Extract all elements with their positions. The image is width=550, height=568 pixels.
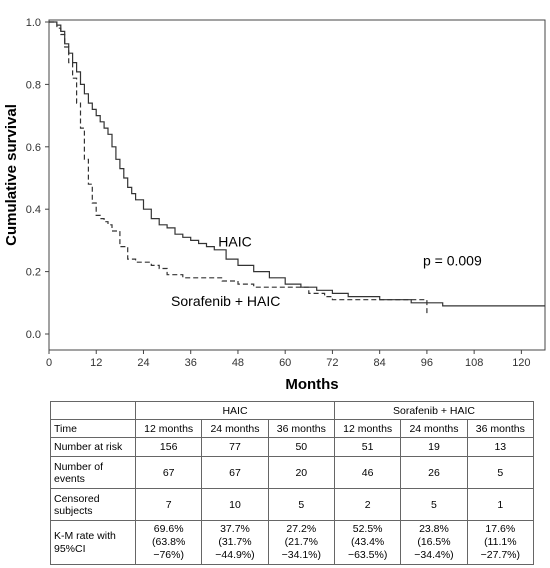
x-tick-label: 84 <box>374 357 386 369</box>
table-cell: 52.5% (43.4% −63.5%) <box>333 520 402 565</box>
x-tick-label: 72 <box>326 357 338 369</box>
x-tick-label: 0 <box>46 357 52 369</box>
x-axis-title: Months <box>285 376 338 393</box>
table-row-label: Time <box>50 419 136 438</box>
table-cell: 2 <box>333 488 402 521</box>
table-cell: 67 <box>201 456 269 489</box>
x-tick-label: 96 <box>421 357 433 369</box>
table-cell: 26 <box>400 456 468 489</box>
table-cell: 46 <box>333 456 402 489</box>
x-tick-label: 24 <box>137 357 149 369</box>
table-cell: 1 <box>466 488 535 521</box>
y-tick-label: 0.4 <box>26 204 41 216</box>
table-cell: 17.6% (11.1% −27.7%) <box>466 520 535 565</box>
km-survival-chart: 0 12 24 36 48 60 72 84 96 108 120 0.0 0.2 0.4 0.6 0.8 1.… <box>3 17 546 393</box>
table-row-km-rate: K-M rate with 95%CI 69.6% (63.8% −76%) 3… <box>50 520 535 565</box>
table-row-label: Number of events <box>50 456 136 489</box>
x-tick-label: 12 <box>90 357 102 369</box>
table-group-header-row: HAIC Sorafenib + HAIC <box>50 401 535 420</box>
table-cell: 20 <box>267 456 335 489</box>
table-cell: 51 <box>333 437 402 457</box>
table-cell: 27.2% (21.7% −34.1%) <box>267 520 335 565</box>
table-time-row: Time 12 months 24 months 36 months 12 mo… <box>50 419 535 438</box>
table-time-cell: 24 months <box>400 419 468 438</box>
x-tick-label: 60 <box>279 357 291 369</box>
table-row-censored-subjects: Censored subjects 7 10 5 2 5 1 <box>50 488 535 521</box>
table-time-cell: 12 months <box>333 419 402 438</box>
table-row-label: K-M rate with 95%CI <box>50 520 136 565</box>
survival-table: HAIC Sorafenib + HAIC Time 12 months 24 … <box>50 401 535 565</box>
table-cell: 37.7% (31.7% −44.9%) <box>201 520 269 565</box>
table-time-cell: 36 months <box>267 419 335 438</box>
table-cell: 156 <box>134 437 203 457</box>
chart-annotation: p = 0.009 <box>423 252 482 268</box>
table-time-cell: 24 months <box>201 419 269 438</box>
table-row-label: Number at risk <box>50 437 136 457</box>
table-cell: 7 <box>134 488 203 521</box>
chart-axes: 0 12 24 36 48 60 72 84 96 108 120 0.0 0.2 0.4 0.6 0.8 1.… <box>3 17 546 393</box>
table-corner-cell <box>50 401 136 420</box>
series-line-sorafenib-haic <box>49 21 428 316</box>
table-row-number-at-risk: Number at risk 156 77 50 51 19 13 <box>50 437 535 457</box>
chart-annotations: HAIC p = 0.009 Sorafenib + HAIC <box>171 234 482 309</box>
table-cell: 50 <box>267 437 335 457</box>
y-tick-label: 1.0 <box>26 17 41 29</box>
table-row-number-of-events: Number of events 67 67 20 46 26 5 <box>50 456 535 489</box>
table-cell: 5 <box>466 456 535 489</box>
table-cell: 77 <box>201 437 269 457</box>
table-cell: 19 <box>400 437 468 457</box>
table-cell: 5 <box>267 488 335 521</box>
table-cell: 5 <box>400 488 468 521</box>
table-time-cell: 12 months <box>134 419 203 438</box>
y-tick-label: 0.0 <box>26 329 41 341</box>
x-tick-label: 120 <box>512 357 530 369</box>
y-tick-label: 0.2 <box>26 267 41 279</box>
table-cell: 69.6% (63.8% −76%) <box>134 520 203 565</box>
x-tick-label: 36 <box>185 357 197 369</box>
y-tick-label: 0.8 <box>26 79 41 91</box>
chart-series-layer <box>49 21 545 316</box>
series-line-haic <box>49 21 545 307</box>
x-tick-label: 108 <box>465 357 483 369</box>
chart-annotation: HAIC <box>218 234 251 250</box>
table-group-sorafenib-haic: Sorafenib + HAIC <box>333 401 535 420</box>
plot-frame <box>48 19 546 351</box>
table-cell: 10 <box>201 488 269 521</box>
chart-annotation: Sorafenib + HAIC <box>171 293 280 309</box>
table-cell: 13 <box>466 437 535 457</box>
table-group-haic: HAIC <box>135 401 335 420</box>
table-cell: 67 <box>134 456 203 489</box>
y-axis-title: Cumulative survival <box>3 104 20 246</box>
table-row-label: Censored subjects <box>50 488 136 521</box>
x-tick-label: 48 <box>232 357 244 369</box>
table-time-cell: 36 months <box>466 419 535 438</box>
table-cell: 23.8% (16.5% −34.4%) <box>400 520 468 565</box>
y-tick-label: 0.6 <box>26 142 41 154</box>
